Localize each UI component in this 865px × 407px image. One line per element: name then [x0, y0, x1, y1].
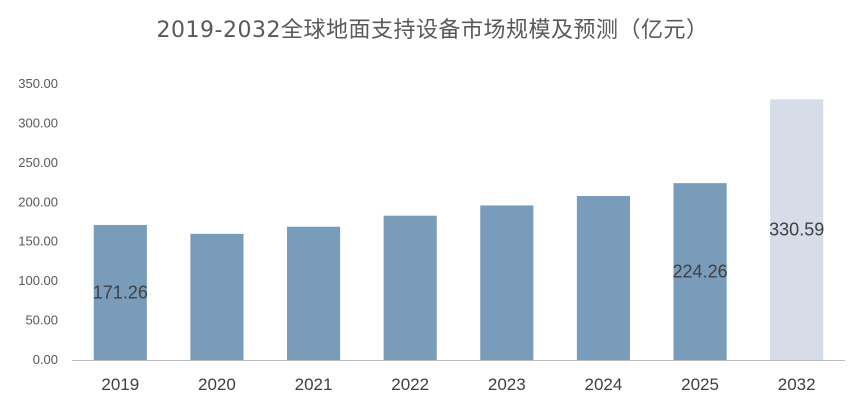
y-tick-label: 300.00 [18, 115, 58, 130]
x-tick-label: 2023 [488, 375, 526, 394]
chart-title: 2019-2032全球地面支持设备市场规模及预测（亿元） [156, 18, 709, 43]
bar-2020 [190, 233, 244, 360]
x-tick-label: 2021 [295, 375, 333, 394]
y-tick-label: 200.00 [18, 194, 58, 209]
bar-2019 [93, 224, 147, 360]
y-tick-label: 350.00 [18, 76, 58, 91]
data-label-2032: 330.59 [769, 220, 824, 240]
bar-2025 [673, 183, 727, 360]
y-tick-label: 50.00 [25, 313, 58, 328]
y-tick-label: 100.00 [18, 273, 58, 288]
y-tick-label: 0.00 [33, 352, 58, 367]
bar-2024 [576, 195, 631, 360]
x-tick-label: 2024 [585, 375, 623, 394]
data-label-2019: 171.26 [93, 282, 148, 302]
bar-2032 [770, 99, 824, 361]
data-label-2025: 224.26 [673, 262, 728, 282]
x-tick-label: 2020 [198, 375, 236, 394]
x-tick-label: 2019 [101, 375, 139, 394]
x-tick-label: 2025 [681, 375, 719, 394]
y-tick-label: 250.00 [18, 155, 58, 170]
y-tick-label: 150.00 [18, 234, 58, 249]
bar-2023 [480, 205, 534, 360]
x-tick-label: 2032 [778, 375, 816, 394]
bar-2021 [286, 226, 341, 360]
bar-2022 [383, 215, 437, 360]
x-tick-label: 2022 [391, 375, 429, 394]
